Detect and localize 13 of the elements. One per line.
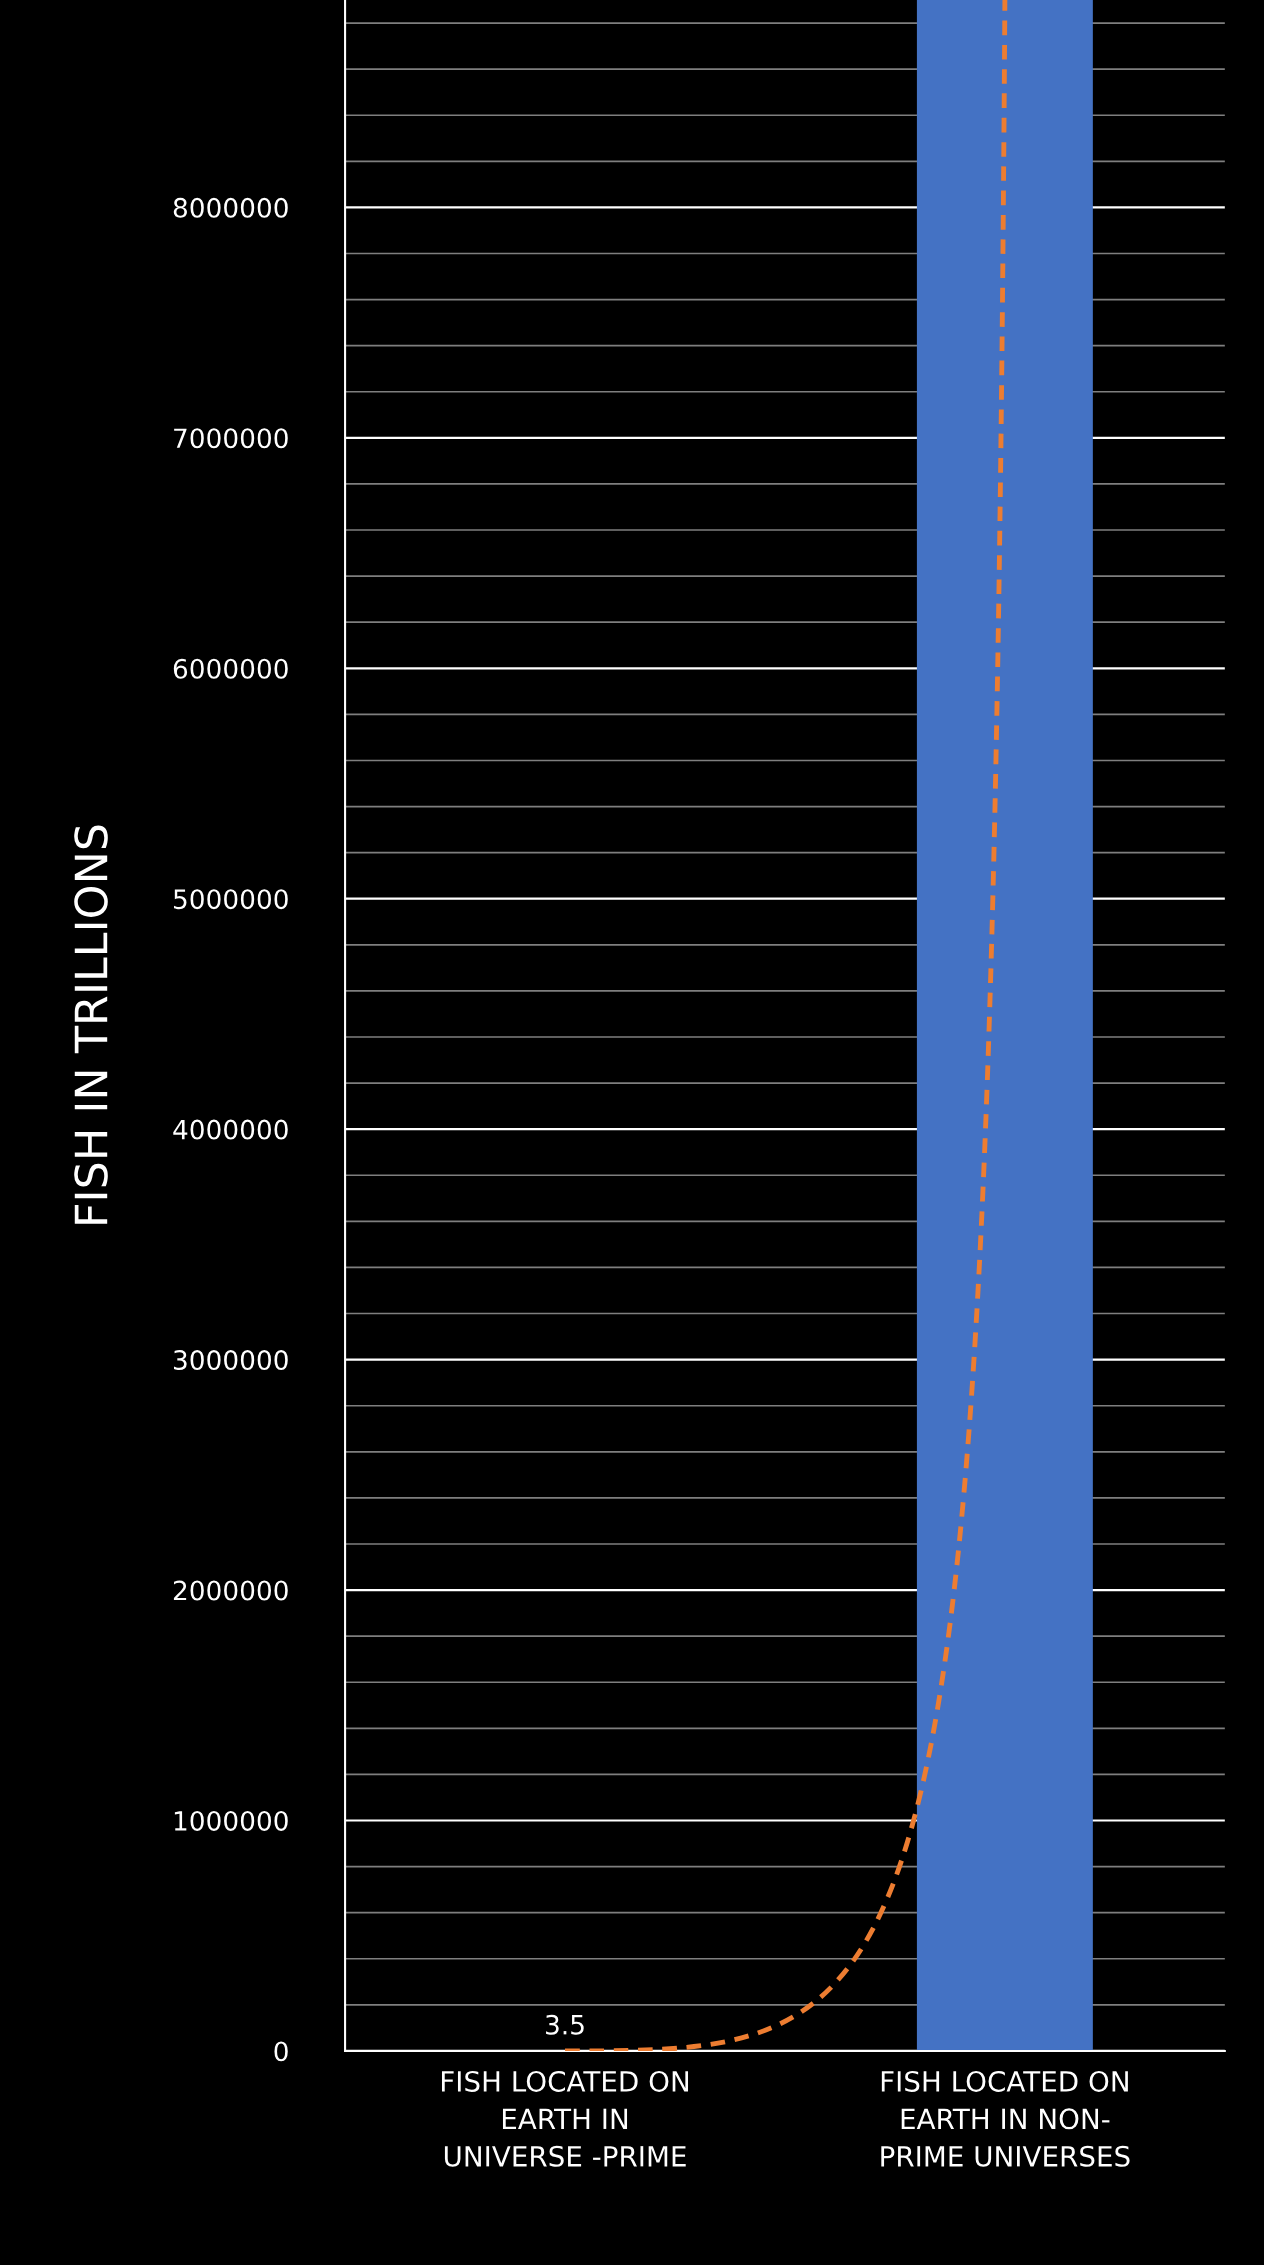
y-axis-title: FISH IN TRILLIONS: [74, 825, 108, 1224]
x-tick-label: FISH LOCATED ON EARTH IN NON- PRIME UNIVERSES: [881, 2070, 1130, 2167]
y-tick-label: 0: [274, 2041, 288, 2062]
data-label: 3.5: [546, 2014, 584, 2035]
y-tick-label: 8000000: [173, 197, 288, 218]
y-tick-label: 1000000: [174, 1810, 288, 1831]
y-tick-label: 7000000: [174, 428, 288, 449]
y-tick-label: 6000000: [173, 658, 288, 679]
y-tick-label: 4000000: [173, 1119, 288, 1140]
y-tick-label: 2000000: [173, 1580, 288, 1601]
x-tick-label: FISH LOCATED ON EARTH IN UNIVERSE -PRIME: [441, 2070, 689, 2167]
y-tick-label: 5000000: [174, 889, 288, 910]
y-tick-label: 3000000: [174, 1350, 288, 1371]
